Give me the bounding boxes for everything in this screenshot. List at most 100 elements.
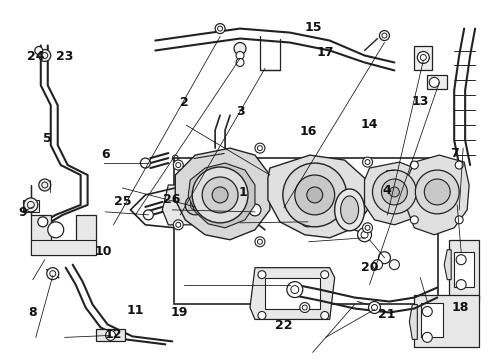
Text: 16: 16 <box>300 125 317 138</box>
Text: 17: 17 <box>317 46 334 59</box>
Circle shape <box>234 42 246 54</box>
Circle shape <box>141 158 150 168</box>
Circle shape <box>410 161 418 169</box>
Circle shape <box>236 51 244 59</box>
Circle shape <box>24 198 38 212</box>
Circle shape <box>173 220 183 230</box>
Circle shape <box>424 179 450 205</box>
Polygon shape <box>444 250 451 280</box>
Circle shape <box>258 311 266 319</box>
Text: 24: 24 <box>27 50 45 63</box>
Polygon shape <box>162 185 235 225</box>
Polygon shape <box>175 148 270 240</box>
Circle shape <box>455 161 463 169</box>
Text: 9: 9 <box>19 206 27 219</box>
Circle shape <box>358 228 371 242</box>
Text: 7: 7 <box>450 147 459 159</box>
Circle shape <box>258 271 266 279</box>
Text: 10: 10 <box>95 245 112 258</box>
Text: 20: 20 <box>361 261 378 274</box>
Bar <box>427 75 447 89</box>
Circle shape <box>390 187 399 197</box>
Ellipse shape <box>341 196 359 224</box>
Circle shape <box>456 255 466 265</box>
Text: 14: 14 <box>361 118 378 131</box>
Circle shape <box>212 187 228 203</box>
Circle shape <box>456 280 466 289</box>
Circle shape <box>215 24 225 33</box>
Bar <box>265 278 319 310</box>
Circle shape <box>47 268 59 280</box>
Text: 11: 11 <box>126 305 144 318</box>
Circle shape <box>416 170 459 214</box>
Bar <box>31 240 96 255</box>
Bar <box>421 302 443 337</box>
Circle shape <box>455 216 463 224</box>
Circle shape <box>379 31 390 41</box>
Polygon shape <box>31 185 96 255</box>
Circle shape <box>307 187 323 203</box>
Polygon shape <box>409 305 417 339</box>
Text: 4: 4 <box>382 184 391 197</box>
Circle shape <box>39 179 51 191</box>
Polygon shape <box>415 294 479 347</box>
Text: 15: 15 <box>305 21 322 34</box>
Circle shape <box>363 157 372 167</box>
Ellipse shape <box>335 189 365 231</box>
Bar <box>454 252 474 287</box>
Text: 3: 3 <box>236 105 245 118</box>
Text: 23: 23 <box>56 50 73 63</box>
Text: 6: 6 <box>101 148 110 161</box>
Text: 8: 8 <box>28 306 37 319</box>
Circle shape <box>378 252 391 264</box>
Text: 12: 12 <box>104 328 122 341</box>
Text: 26: 26 <box>163 193 180 206</box>
Circle shape <box>249 204 261 216</box>
Text: 18: 18 <box>451 301 468 314</box>
Circle shape <box>429 77 439 87</box>
Circle shape <box>372 260 383 270</box>
Circle shape <box>410 216 418 224</box>
Circle shape <box>202 177 238 213</box>
Bar <box>174 158 438 304</box>
Circle shape <box>287 282 303 298</box>
Polygon shape <box>188 163 255 228</box>
Circle shape <box>301 213 315 227</box>
Circle shape <box>422 306 432 316</box>
Text: 21: 21 <box>378 308 395 321</box>
Circle shape <box>38 217 48 227</box>
Text: 1: 1 <box>238 186 247 199</box>
Circle shape <box>422 332 432 342</box>
Polygon shape <box>250 268 335 319</box>
Circle shape <box>390 260 399 270</box>
Bar <box>415 45 432 71</box>
Circle shape <box>417 51 429 63</box>
Text: 13: 13 <box>412 95 429 108</box>
Text: 19: 19 <box>171 306 188 319</box>
Circle shape <box>372 170 416 214</box>
Circle shape <box>255 143 265 153</box>
Circle shape <box>105 330 116 340</box>
Text: 25: 25 <box>114 195 132 208</box>
Polygon shape <box>365 162 427 225</box>
Circle shape <box>48 222 64 238</box>
Text: 22: 22 <box>275 319 293 332</box>
Circle shape <box>192 167 248 223</box>
Text: 5: 5 <box>43 132 51 145</box>
Circle shape <box>185 195 205 215</box>
Circle shape <box>321 271 329 279</box>
Circle shape <box>35 46 43 54</box>
Circle shape <box>236 58 244 67</box>
Circle shape <box>368 302 380 314</box>
Circle shape <box>283 163 346 227</box>
Circle shape <box>144 210 153 220</box>
Circle shape <box>382 179 407 205</box>
Bar <box>23 200 39 212</box>
Polygon shape <box>268 155 368 238</box>
Circle shape <box>173 160 183 170</box>
Circle shape <box>363 223 372 233</box>
Polygon shape <box>449 240 479 300</box>
Circle shape <box>300 302 310 312</box>
Bar <box>96 329 125 341</box>
Text: 2: 2 <box>180 96 188 109</box>
